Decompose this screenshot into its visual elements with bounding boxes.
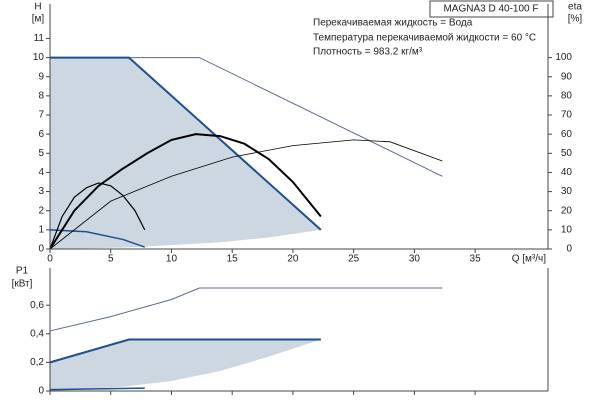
y-tick-label: 6: [38, 129, 44, 140]
y-tick-label: 9: [38, 71, 44, 82]
annotation: Температура перекачиваемой жидкости = 60…: [313, 33, 536, 44]
curve: [49, 387, 145, 391]
x-tick-label: 30: [409, 254, 421, 265]
operating-area: [50, 339, 321, 391]
curve: [49, 338, 321, 364]
x-axis-label: Q [м³/ч]: [512, 254, 547, 265]
y2-tick-label: 20: [561, 205, 573, 216]
y2-tick-label: 0: [566, 244, 572, 255]
title-box: [429, 0, 554, 18]
x-tick-label: 25: [348, 254, 360, 265]
chart-title: MAGNA3 D 40-100 F: [443, 4, 538, 15]
y2-tick-label: 80: [561, 91, 573, 102]
annotation: Перекачиваемая жидкость = Вода: [313, 18, 473, 29]
curve: [49, 133, 322, 250]
y-tick-label: 11: [34, 33, 45, 44]
curve: [49, 229, 145, 248]
y2-tick-label: 40: [561, 167, 573, 178]
y2-tick-label: 60: [561, 129, 573, 140]
y2-tick-label: 30: [561, 186, 573, 197]
y2-axis-label: [%]: [568, 14, 583, 25]
y2-tick-label: 70: [561, 110, 573, 121]
y-axis-label: H: [34, 2, 41, 13]
y-axis-label: P1: [16, 266, 29, 277]
y-axis-label: [м]: [32, 14, 45, 25]
y-tick-label: 0: [38, 244, 44, 255]
y-tick-label: 2: [38, 205, 44, 216]
y-tick-label: 5: [38, 148, 44, 159]
curve: [49, 287, 443, 332]
y2-tick-label: 50: [561, 148, 573, 159]
y2-axis-label: eta: [568, 2, 582, 13]
x-tick-label: 5: [108, 254, 114, 265]
x-tick-label: 35: [470, 254, 482, 265]
y-tick-label: 10: [33, 52, 45, 63]
x-tick-label: 0: [47, 254, 53, 265]
y2-tick-label: 100: [555, 52, 572, 63]
y2-tick-label: 90: [561, 71, 573, 82]
curve: [49, 139, 443, 250]
curve: [50, 56, 322, 231]
x-tick-label: 10: [166, 254, 178, 265]
y-tick-label: 4: [38, 167, 44, 178]
annotation: Плотность = 983.2 кг/м³: [313, 47, 423, 58]
curve: [49, 182, 146, 250]
y-tick-label: 1: [38, 225, 44, 236]
y-tick-label: 0,6: [30, 300, 44, 311]
y-tick-label: 0,2: [30, 357, 44, 368]
y-tick-label: 8: [38, 91, 44, 102]
x-tick-label: 20: [287, 254, 299, 265]
y-tick-label: 7: [38, 110, 44, 121]
x-tick-label: 15: [227, 254, 239, 265]
y-tick-label: 0: [38, 386, 44, 397]
y-tick-label: 0,4: [30, 328, 44, 339]
y-axis-label: [кВт]: [12, 279, 33, 290]
y-tick-label: 3: [38, 186, 44, 197]
y2-tick-label: 10: [561, 225, 573, 236]
operating-area: [50, 57, 321, 249]
